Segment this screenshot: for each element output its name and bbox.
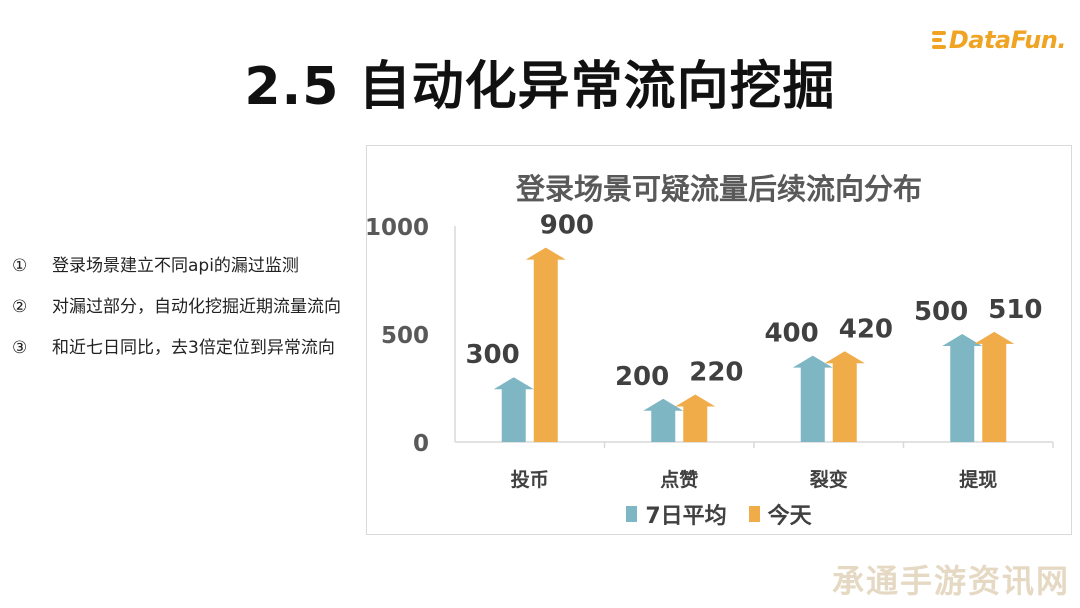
legend-item-avg: 7日平均	[626, 498, 727, 530]
chart-title: 登录场景可疑流量后续流向分布	[515, 172, 922, 206]
legend-label-today: 今天	[767, 504, 812, 529]
bullet-number: ②	[12, 297, 28, 317]
data-label: 200	[615, 362, 669, 392]
data-label: 420	[839, 314, 893, 344]
y-tick-label: 0	[413, 431, 429, 457]
bullet-item: ③ 和近七日同比，去3倍定位到异常流向	[12, 336, 372, 360]
data-label: 400	[764, 319, 818, 349]
data-label: 500	[914, 297, 968, 327]
bar-7day-avg	[643, 398, 684, 442]
watermark: 承通手游资讯网	[831, 562, 1070, 600]
y-tick-label: 500	[381, 323, 429, 349]
legend-swatch-today	[748, 506, 760, 522]
bar-7day-avg	[792, 355, 833, 442]
y-tick-label: 1000	[367, 215, 429, 241]
x-tick-label: 裂变	[810, 468, 848, 491]
bar-7day-avg	[493, 377, 534, 442]
data-label: 300	[465, 340, 519, 370]
bullet-item: ② 对漏过部分，自动化挖掘近期流量流向	[12, 295, 372, 319]
bar-today	[974, 331, 1015, 442]
logo-text: DataFun.	[948, 26, 1067, 54]
x-tick-label: 投币	[511, 468, 549, 491]
datafun-logo: DataFun.	[931, 26, 1067, 54]
bar-today	[525, 247, 566, 442]
bar-today	[675, 394, 716, 442]
data-label: 220	[689, 357, 743, 387]
data-label: 510	[988, 295, 1042, 325]
legend-label-avg: 7日平均	[645, 504, 727, 529]
bullet-text: 和近七日同比，去3倍定位到异常流向	[52, 338, 335, 358]
chart-legend: 7日平均 今天	[367, 498, 1071, 530]
page-title: 2.5 自动化异常流向挖掘	[244, 57, 836, 117]
bullet-number: ①	[12, 256, 28, 276]
bullet-list: ① 登录场景建立不同api的漏过监测 ② 对漏过部分，自动化挖掘近期流量流向 ③…	[12, 254, 372, 377]
bullet-item: ① 登录场景建立不同api的漏过监测	[12, 254, 372, 278]
bullet-number: ③	[12, 338, 28, 358]
logo-stripes-icon	[931, 31, 946, 49]
bullet-text: 对漏过部分，自动化挖掘近期流量流向	[52, 297, 341, 317]
bar-today	[824, 351, 865, 442]
bar-7day-avg	[942, 334, 983, 442]
chart-container: 登录场景可疑流量后续流向分布 0 500 1000 投币 300 900 点赞 200 220 裂…	[366, 145, 1072, 535]
bar-chart-plot: 0 500 1000 投币 300 900 点赞 200 220 裂变 400 420 提现 500 510	[367, 211, 1054, 491]
x-tick-label: 提现	[959, 468, 997, 491]
bullet-text: 登录场景建立不同api的漏过监测	[52, 256, 299, 276]
x-tick-label: 点赞	[660, 469, 698, 491]
legend-item-today: 今天	[748, 498, 812, 530]
legend-swatch-avg	[626, 506, 638, 522]
data-label: 900	[540, 211, 594, 241]
